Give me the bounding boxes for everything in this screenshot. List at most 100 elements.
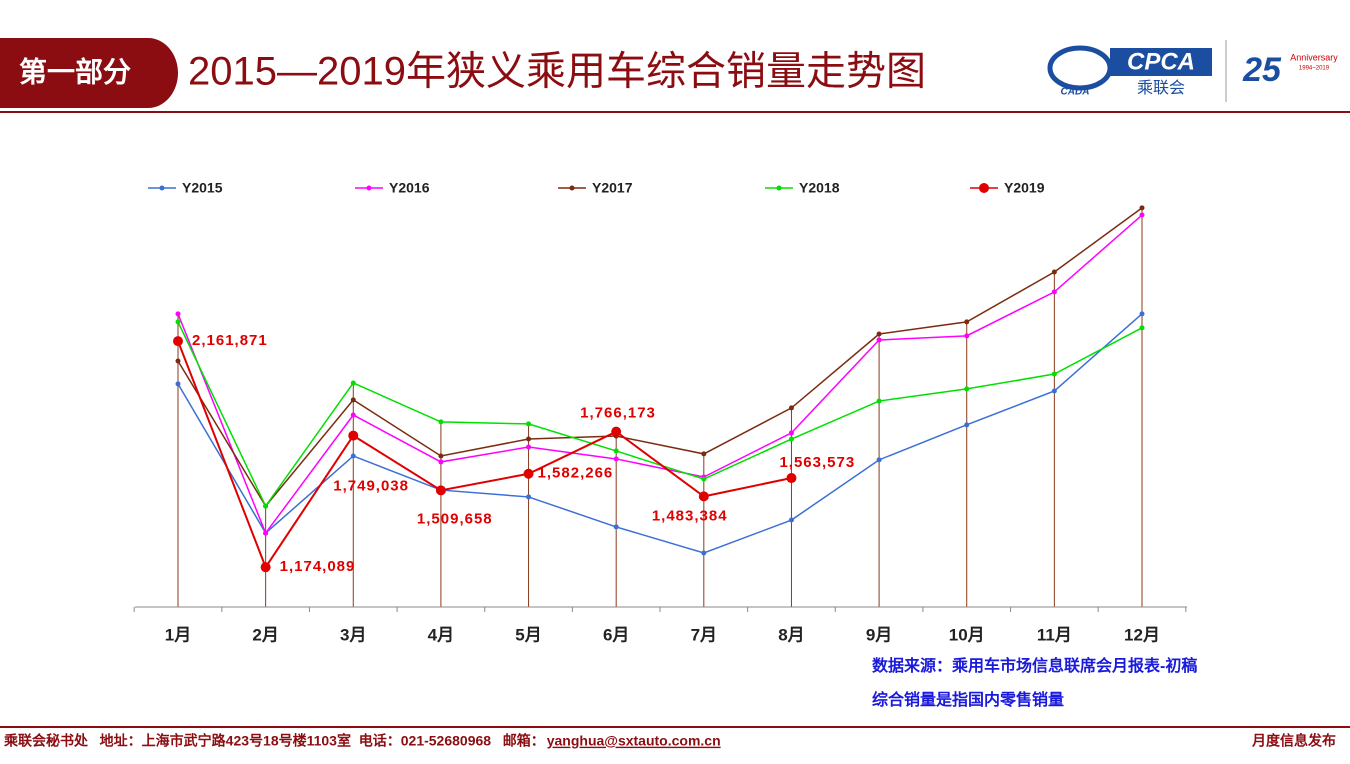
data-point: [175, 311, 181, 317]
x-tick-label: 10月: [949, 625, 985, 644]
logo-text: CPCA: [1127, 48, 1195, 75]
slide-title: 2015—2019年狭义乘用车综合销量走势图: [188, 50, 926, 94]
data-point: [438, 419, 444, 425]
data-point: [876, 337, 882, 343]
data-point: [438, 453, 444, 459]
data-point: [788, 405, 794, 411]
x-tick-label: 3月: [340, 625, 366, 644]
data-point: [1139, 205, 1145, 211]
logo-sub: 乘联会: [1137, 79, 1185, 97]
data-point: [701, 451, 707, 457]
x-tick-label: 12月: [1124, 625, 1160, 644]
data-label: 1,509,658: [417, 510, 493, 527]
data-label: 1,563,573: [779, 454, 855, 471]
data-point: [523, 468, 534, 479]
data-point: [175, 381, 181, 387]
legend-marker: [159, 185, 165, 191]
series-line: [177, 340, 792, 570]
series-line: [177, 214, 1143, 535]
data-label: 1,582,266: [538, 465, 614, 482]
legend-marker: [776, 185, 782, 191]
section-label: 第一部分: [19, 55, 131, 87]
data-point: [876, 331, 882, 337]
x-tick-label: 6月: [603, 625, 629, 644]
data-point: [876, 457, 882, 463]
legend-marker: [366, 185, 372, 191]
legend-label: Y2018: [799, 180, 840, 196]
data-point: [613, 456, 619, 462]
data-label: 1,174,089: [280, 558, 356, 575]
series-line: [177, 313, 1143, 554]
data-point: [701, 476, 707, 482]
data-label: 1,483,384: [652, 507, 728, 524]
data-point: [173, 336, 183, 347]
data-point: [263, 503, 269, 509]
x-tick-label: 7月: [691, 625, 717, 644]
data-point: [1051, 388, 1057, 394]
series-line: [177, 321, 1143, 508]
legend-label: Y2016: [389, 180, 430, 196]
section-tab: [0, 38, 178, 108]
data-point: [350, 453, 356, 459]
anniversary-mark: 25: [1242, 51, 1282, 89]
data-point: [526, 436, 532, 442]
data-point: [1139, 325, 1145, 331]
data-point: [613, 524, 619, 530]
data-point: [964, 319, 970, 325]
data-point: [263, 530, 269, 536]
data-point: [350, 412, 356, 418]
data-point: [964, 386, 970, 392]
x-tick-label: 8月: [778, 625, 804, 644]
data-point: [611, 426, 622, 437]
legend-marker: [979, 183, 989, 193]
data-point: [1139, 311, 1145, 317]
anniversary-label: Anniversary: [1290, 52, 1338, 62]
footer-right: 月度信息发布: [1251, 733, 1336, 749]
plot: 1月 2月 3月 4月 5月 6月 7月 8月 9月 10月 11月 12月 Y2015 Y2016 Y20…: [133, 180, 1187, 644]
data-point: [350, 397, 356, 403]
anniversary-years: 1994~2019: [1299, 66, 1330, 72]
data-point: [175, 319, 181, 325]
data-point: [786, 473, 797, 484]
data-point: [698, 491, 709, 502]
x-tick-label: 1月: [165, 625, 191, 644]
x-tick-label: 5月: [515, 625, 541, 644]
logo-box: [1110, 48, 1212, 76]
data-point: [788, 436, 794, 442]
data-point: [788, 517, 794, 523]
definition-note: 综合销量是指国内零售销量: [872, 690, 1064, 709]
series-line: [177, 207, 1143, 508]
footer-email: yanghua@sxtauto.com.cn: [547, 733, 721, 749]
data-point: [1051, 269, 1057, 275]
data-point: [876, 398, 882, 404]
legend-marker: [569, 185, 575, 191]
data-point: [260, 562, 271, 573]
data-point: [1051, 371, 1057, 377]
data-point: [435, 485, 446, 496]
data-label: 1,766,173: [580, 405, 656, 422]
data-point: [526, 444, 532, 450]
data-point: [438, 459, 444, 465]
data-point: [526, 494, 532, 500]
data-point: [350, 380, 356, 386]
x-tick-label: 2月: [252, 625, 278, 644]
source-note: 数据来源：乘用车市场信息联席会月报表-初稿: [872, 656, 1197, 675]
data-point: [175, 358, 181, 364]
logo-mark: [1047, 45, 1113, 91]
data-label: 2,161,871: [192, 332, 268, 349]
footer-contact: 乘联会秘书处 地址：上海市武宁路423号18号楼1103室 电话：021-526…: [3, 733, 545, 749]
legend-label: Y2015: [182, 180, 223, 196]
x-tick-label: 4月: [428, 625, 454, 644]
x-tick-label: 11月: [1037, 625, 1072, 644]
data-point: [1051, 289, 1057, 295]
data-label: 1,749,038: [333, 478, 409, 495]
legend-label: Y2019: [1004, 180, 1045, 196]
data-point: [964, 422, 970, 428]
legend-label: Y2017: [592, 180, 633, 196]
x-tick-label: 9月: [866, 625, 892, 644]
data-point: [613, 448, 619, 454]
data-point: [526, 421, 532, 427]
data-point: [964, 333, 970, 339]
